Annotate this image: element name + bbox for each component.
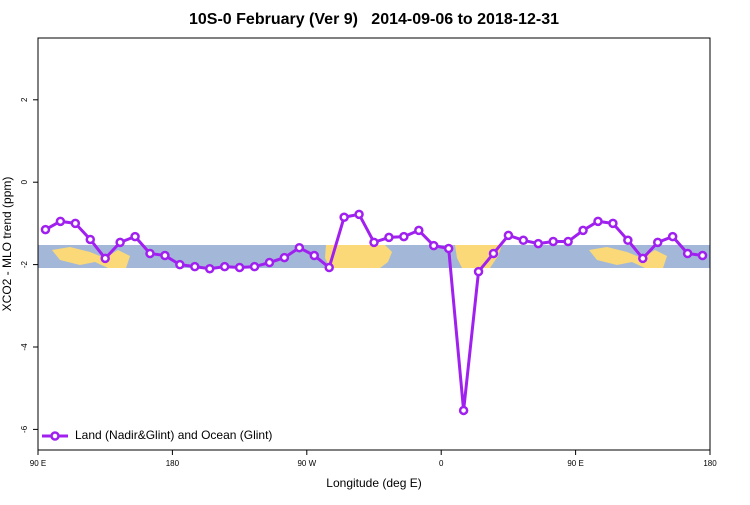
point: [249, 261, 260, 272]
point: [667, 231, 678, 242]
point: [115, 237, 125, 248]
point: [324, 262, 334, 273]
point: [623, 235, 633, 246]
point: [428, 240, 439, 251]
point: [309, 250, 320, 261]
point: [384, 232, 394, 243]
point: [593, 216, 603, 227]
y-tick-label: -6: [20, 425, 29, 433]
plot-frame: [37, 37, 711, 451]
x-tick-label: 90 E: [567, 459, 583, 468]
point: [70, 218, 81, 229]
point: [40, 224, 51, 235]
point: [145, 248, 155, 259]
y-tick-label: 2: [20, 97, 29, 102]
point: [130, 231, 140, 242]
point: [533, 238, 544, 249]
point: [548, 236, 558, 247]
point: [100, 253, 110, 264]
y-tick-label: -2: [20, 260, 29, 268]
point: [399, 231, 409, 242]
point: [264, 257, 275, 268]
point: [354, 209, 364, 220]
legend-label: Land (Nadir&Glint) and Ocean (Glint): [75, 428, 272, 442]
point: [443, 243, 454, 254]
y-tick-label: -4: [20, 343, 29, 351]
point: [234, 262, 245, 273]
y-axis-label: XCO2 - MLO trend (ppm): [0, 177, 14, 312]
y-tick-label: 0: [20, 179, 29, 184]
point: [578, 225, 588, 236]
point: [488, 248, 499, 259]
point: [458, 405, 469, 416]
point: [638, 253, 648, 264]
point: [339, 212, 349, 222]
point: [652, 237, 663, 248]
point: [369, 237, 379, 248]
point: [697, 250, 708, 261]
point: [563, 236, 573, 247]
chart-title: 10S-0 February (Ver 9) 2014-09-06 to 201…: [189, 11, 559, 28]
x-axis-label: Longitude (deg E): [326, 476, 421, 490]
point: [55, 216, 66, 227]
point: [219, 261, 230, 272]
legend-marker: [50, 431, 60, 441]
point: [279, 252, 290, 263]
point: [414, 225, 424, 236]
point: [518, 235, 529, 246]
point: [85, 234, 96, 245]
point: [190, 261, 200, 272]
point: [503, 230, 514, 241]
point: [160, 250, 170, 261]
map-strip: [38, 245, 710, 268]
point: [175, 259, 185, 270]
x-tick-label: 180: [166, 459, 180, 468]
point: [608, 218, 618, 229]
x-tick-label: 90 W: [297, 459, 316, 468]
point: [473, 266, 484, 277]
x-tick-label: 0: [439, 459, 444, 468]
x-tick-label: 180: [703, 459, 717, 468]
point: [294, 242, 305, 253]
x-tick-label: 90 E: [30, 459, 46, 468]
point: [204, 263, 215, 274]
point: [682, 248, 693, 259]
